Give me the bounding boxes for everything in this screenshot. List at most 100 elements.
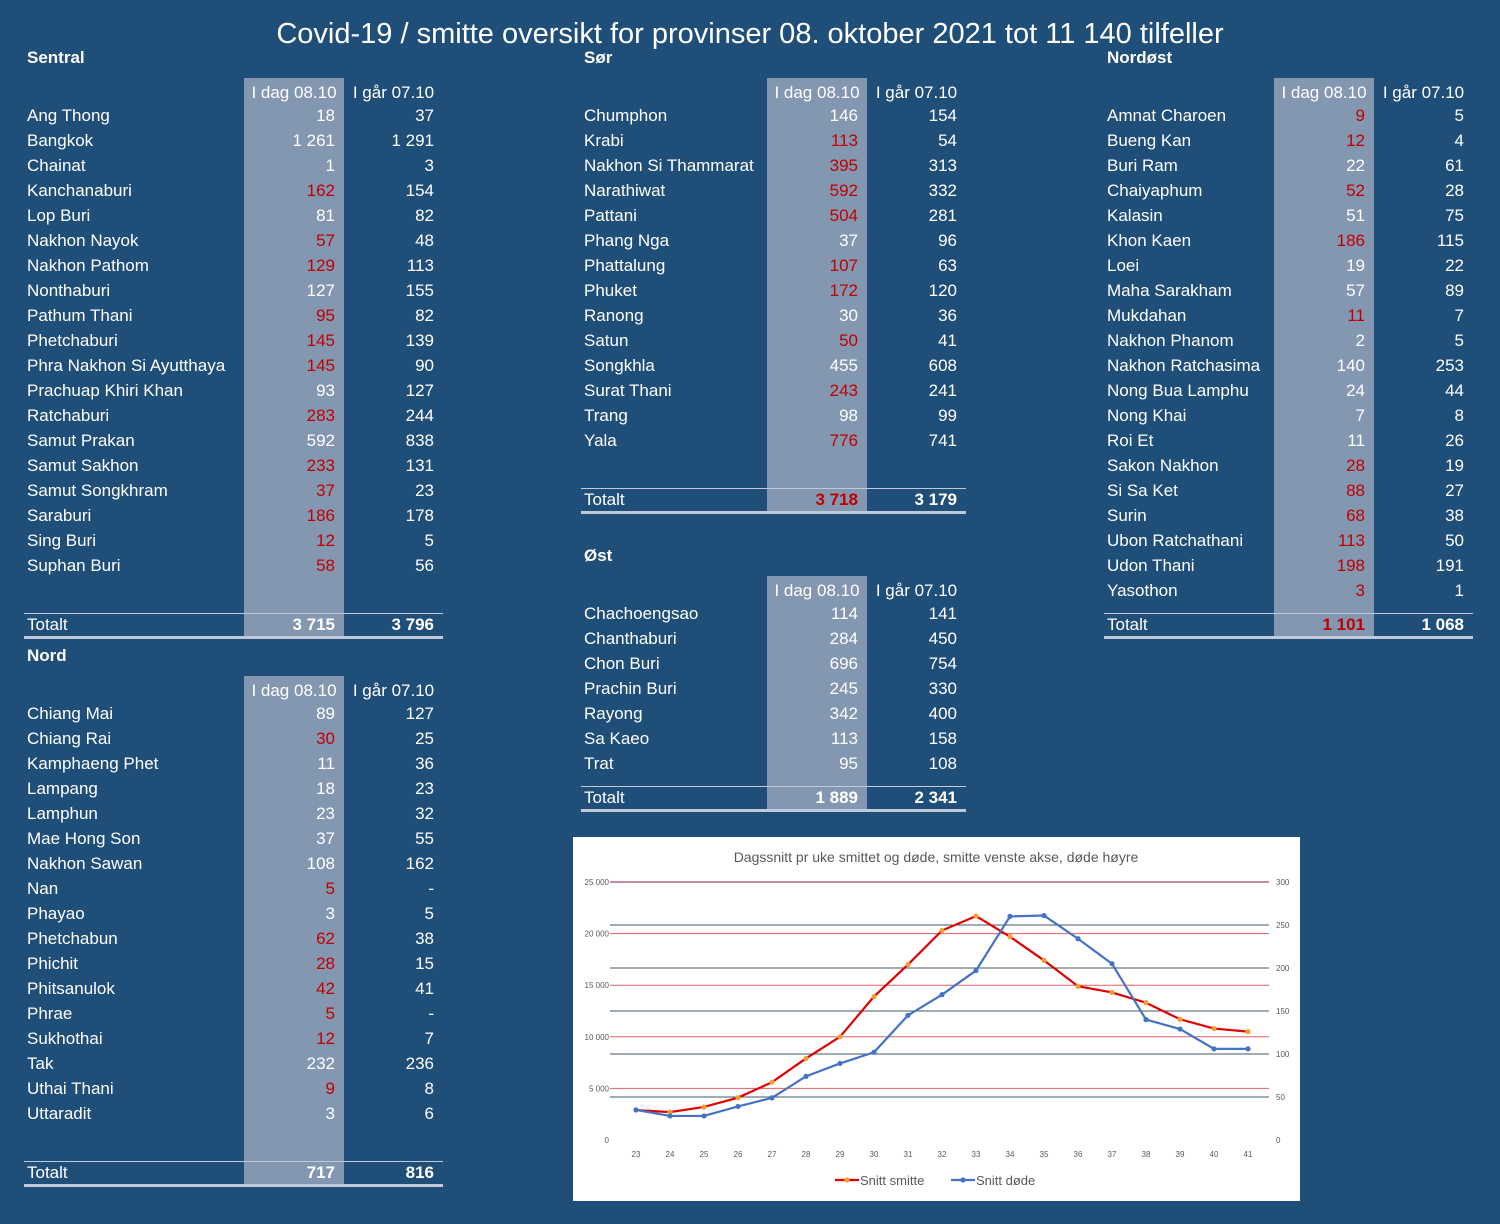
cases-today: 18 [244, 103, 344, 128]
blank-cell [24, 603, 244, 614]
table-row: Prachin Buri 245 330 [581, 676, 966, 701]
data-point [1109, 989, 1115, 996]
data-point [1041, 957, 1047, 964]
table-row: Kamphaeng Phet 11 36 [24, 751, 443, 776]
province-name: Krabi [584, 130, 624, 150]
blank-cell [767, 453, 867, 478]
province-name: Ubon Ratchathani [1107, 530, 1244, 550]
table-row: Chanthaburi 284 450 [581, 626, 966, 651]
province-name: Ranong [584, 305, 644, 325]
legend-marker [844, 1177, 850, 1183]
province-name: Phattalung [584, 255, 666, 275]
table-row: Kanchanaburi 162 154 [24, 178, 443, 203]
cases-today: 57 [244, 228, 344, 253]
table-row: Nan 5 - [24, 876, 443, 901]
province-table: I dag 08.10 I går 07.10 Amnat Charoen 9 5 Bue… [1104, 78, 1473, 639]
province-name: Lop Buri [27, 205, 91, 225]
table-row: Phang Nga 37 96 [581, 228, 966, 253]
spacer-row [24, 1151, 443, 1162]
province-name: Sa Kaeo [584, 728, 650, 748]
table-row: Chon Buri 696 754 [581, 651, 966, 676]
cases-yesterday: 63 [938, 255, 957, 275]
y-right-tick-label: 150 [1276, 1007, 1290, 1016]
cases-today: 172 [767, 278, 867, 303]
x-tick-label: 24 [666, 1150, 675, 1159]
cases-today: 395 [767, 153, 867, 178]
total-row: Totalt 3 718 3 179 [581, 488, 966, 514]
data-point [837, 1060, 843, 1067]
blank-cell [244, 1126, 344, 1151]
table-row: Suphan Buri 58 56 [24, 553, 443, 578]
data-point [1245, 1046, 1251, 1052]
table-row: Prachuap Khiri Khan 93 127 [24, 378, 443, 403]
header-today: I dag 08.10 [1274, 78, 1374, 103]
header-today: I dag 08.10 [244, 78, 344, 103]
header-today: I dag 08.10 [767, 78, 867, 103]
cases-yesterday: 32 [415, 803, 434, 823]
x-tick-label: 23 [632, 1150, 641, 1159]
cases-yesterday: 25 [415, 728, 434, 748]
cases-today: 28 [244, 951, 344, 976]
total-label: Totalt [1104, 613, 1274, 639]
cases-today: 52 [1274, 178, 1374, 203]
cases-today: 51 [1274, 203, 1374, 228]
cases-yesterday: 127 [405, 703, 434, 723]
data-point [973, 913, 979, 919]
blank-row [24, 1126, 443, 1151]
blank-cell [581, 776, 767, 787]
cases-today: 504 [767, 203, 867, 228]
cases-yesterday: 5 [1454, 105, 1464, 125]
cases-today: 37 [244, 826, 344, 851]
province-name: Pathum Thani [27, 305, 133, 325]
table-row: Nakhon Ratchasima 140 253 [1104, 353, 1473, 378]
x-tick-label: 39 [1176, 1150, 1185, 1159]
province-name: Phetchaburi [27, 330, 118, 350]
table-row: Samut Songkhram 37 23 [24, 478, 443, 503]
cases-today: 18 [244, 776, 344, 801]
total-row: Totalt 1 889 2 341 [581, 786, 966, 812]
data-point [1177, 1026, 1183, 1032]
header-yesterday: I går 07.10 [875, 83, 958, 102]
cases-yesterday: 313 [928, 155, 957, 175]
header-yesterday: I går 07.10 [875, 581, 958, 600]
province-name: Tak [27, 1053, 54, 1073]
cases-yesterday: 141 [928, 603, 957, 623]
province-name: Phichit [27, 953, 79, 973]
table-row: Samut Prakan 592 838 [24, 428, 443, 453]
province-name: Sing Buri [27, 530, 96, 550]
cases-today: 88 [1274, 478, 1374, 503]
table-row: Sing Buri 12 5 [24, 528, 443, 553]
cases-today: 24 [1274, 378, 1374, 403]
cases-today: 108 [244, 851, 344, 876]
blank-cell [767, 776, 867, 787]
cases-today: 9 [244, 1076, 344, 1101]
table-row: Phichit 28 15 [24, 951, 443, 976]
province-name: Lamphun [27, 803, 98, 823]
table-row: Phuket 172 120 [581, 278, 966, 303]
cases-today: 12 [244, 528, 344, 553]
cases-today: 89 [244, 701, 344, 726]
province-name: Chiang Rai [27, 728, 112, 748]
cases-today: 11 [1274, 303, 1374, 328]
province-name: Nan [27, 878, 59, 898]
total-yesterday: 3 796 [344, 613, 443, 639]
cases-today: 233 [244, 453, 344, 478]
table-row: Saraburi 186 178 [24, 503, 443, 528]
cases-today: 30 [767, 303, 867, 328]
data-point [871, 1049, 877, 1055]
blank-cell [344, 603, 443, 614]
province-name: Udon Thani [1107, 555, 1195, 575]
cases-yesterday: 90 [415, 355, 434, 375]
region-nordost: Nordøst I dag 08.10 I går 07.10 Amnat Char… [1104, 48, 1473, 639]
province-name: Kanchanaburi [27, 180, 132, 200]
table-row: Phattalung 107 63 [581, 253, 966, 278]
cases-today: 3 [244, 1101, 344, 1126]
data-point [1075, 983, 1081, 989]
data-point [735, 1095, 741, 1101]
data-point [939, 992, 945, 998]
blank-cell [344, 1126, 443, 1151]
table-row: Ang Thong 18 37 [24, 103, 443, 128]
table-row: Bueng Kan 12 4 [1104, 128, 1473, 153]
data-point [667, 1113, 673, 1119]
cases-yesterday: 4 [1454, 130, 1464, 150]
